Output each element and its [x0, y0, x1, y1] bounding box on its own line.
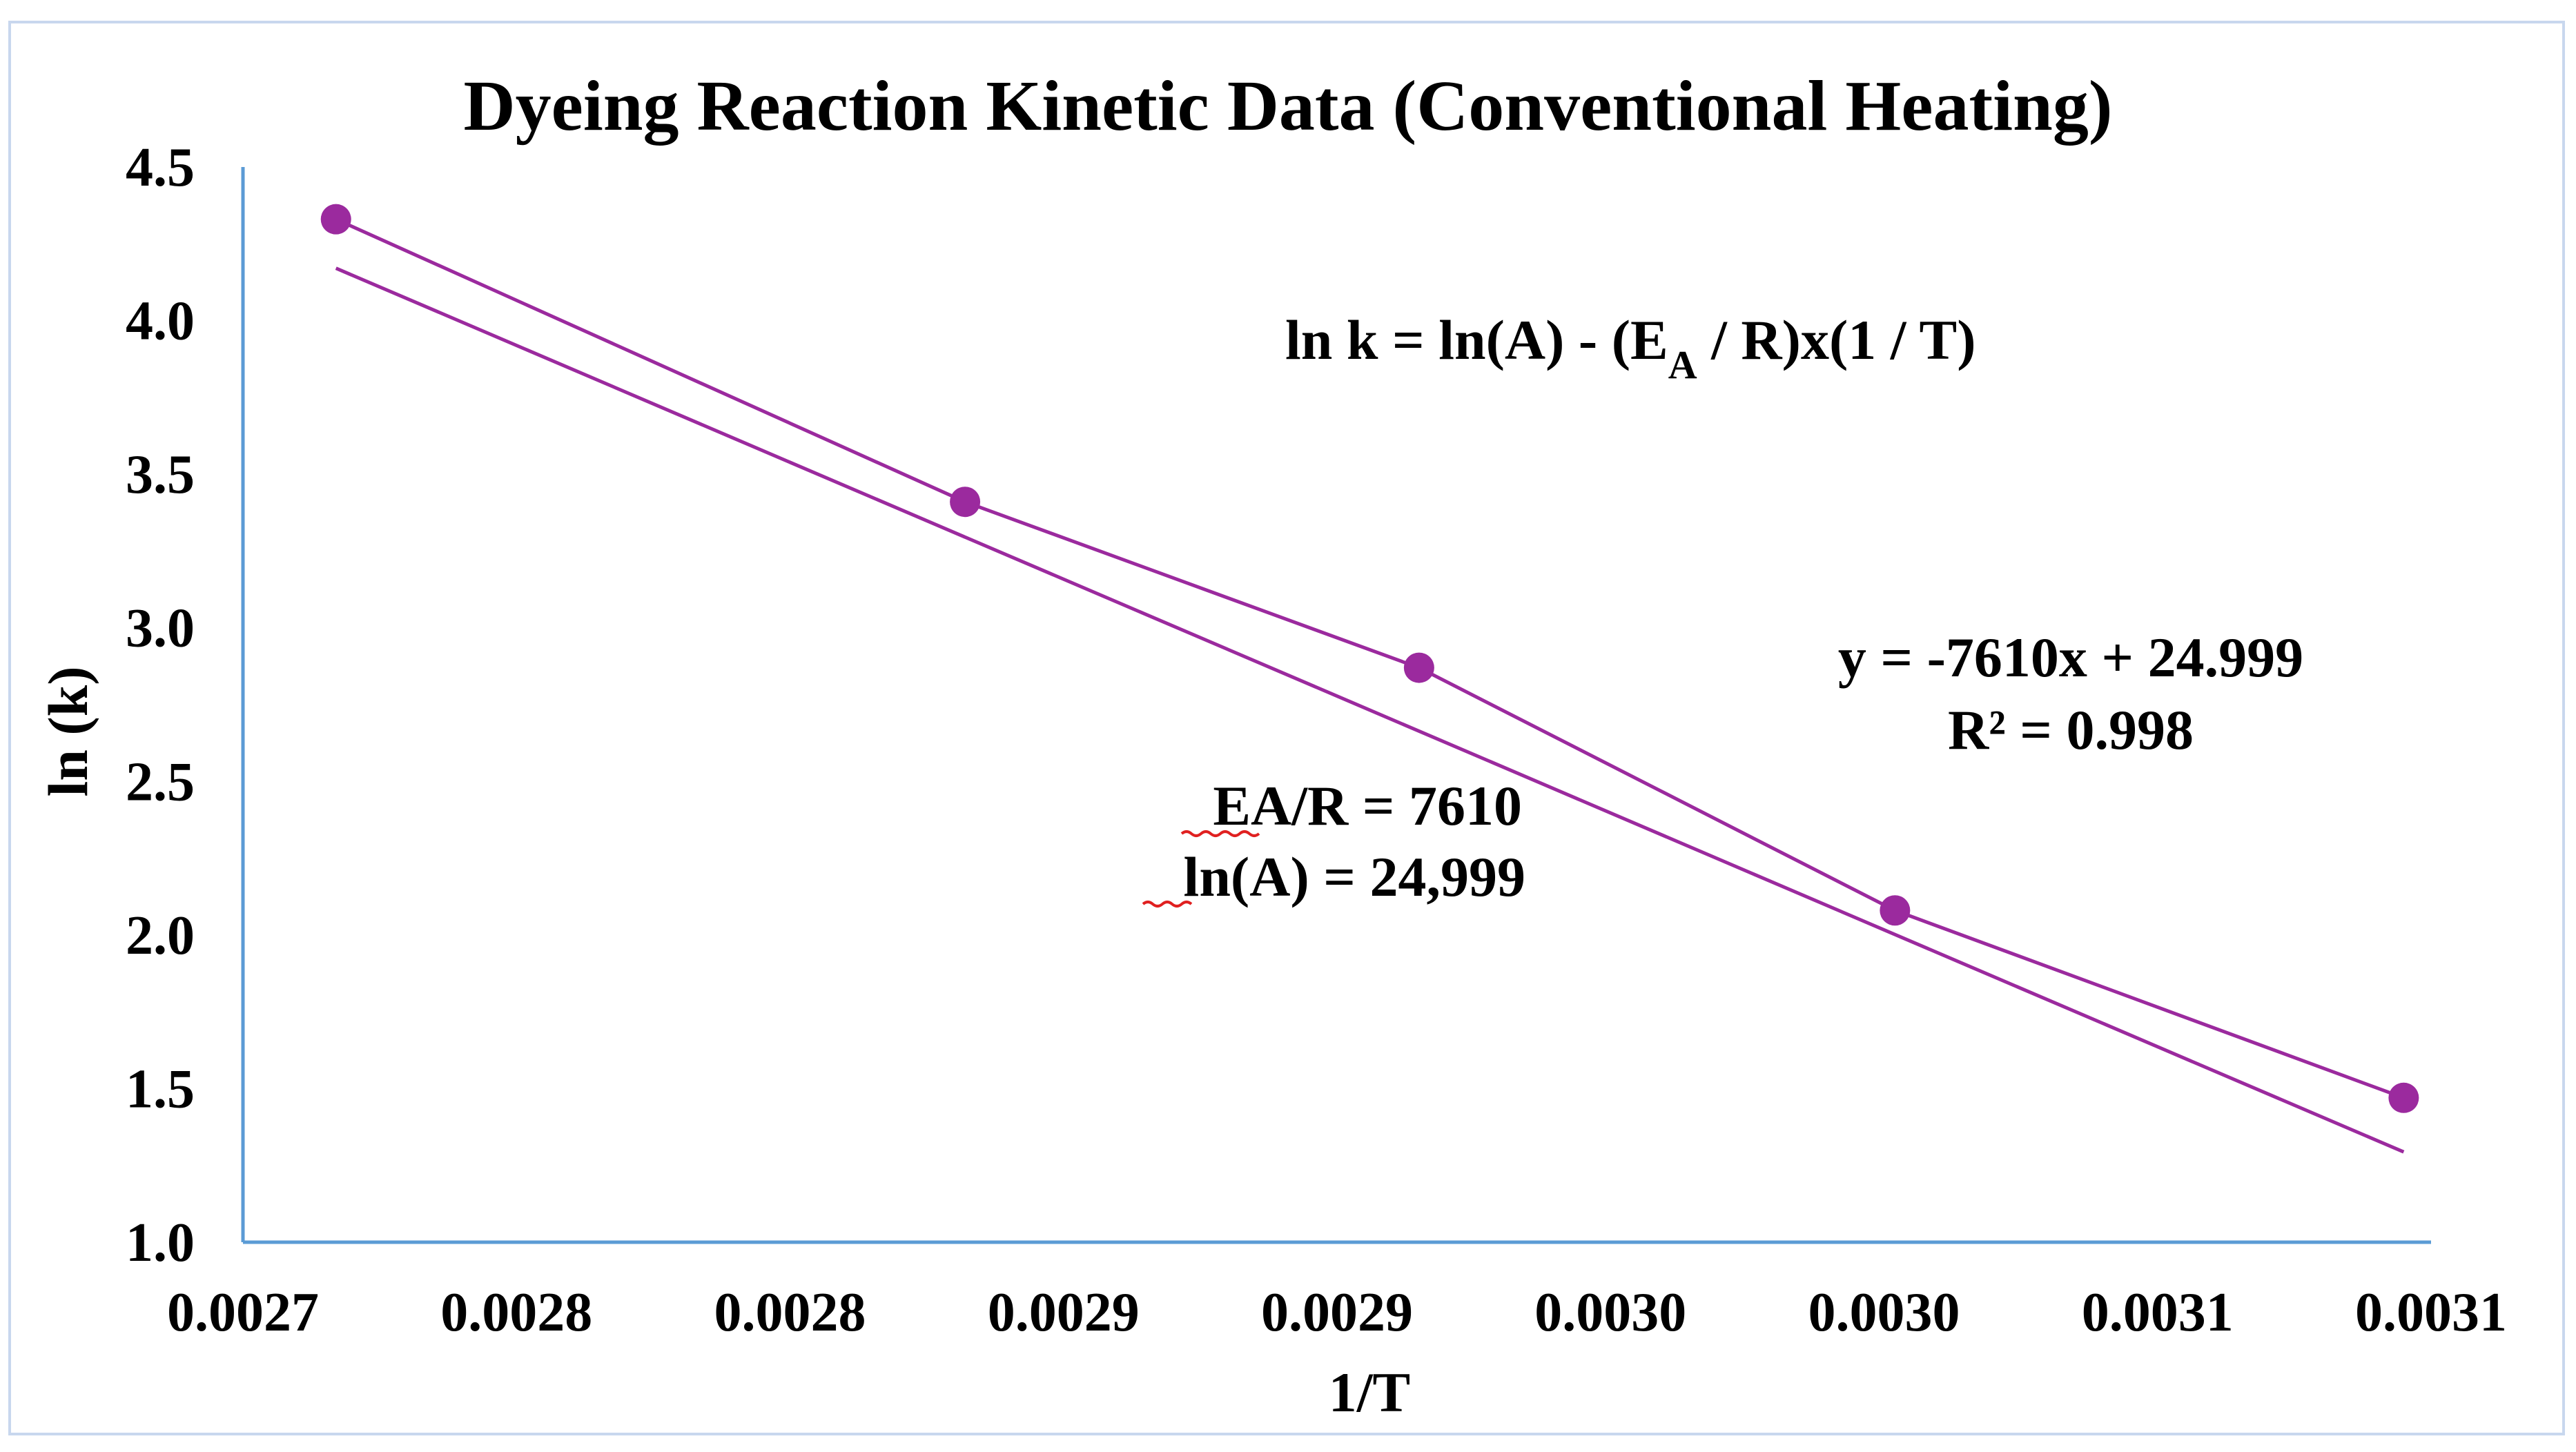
data-point — [320, 204, 351, 235]
x-tick-label: 0.0031 — [2082, 1282, 2234, 1343]
x-tick-label: 0.0031 — [2355, 1282, 2507, 1343]
y-tick-label: 3.0 — [126, 598, 195, 659]
formula-main-text: ln k = ln(A) - (E — [1285, 308, 1668, 371]
tick-labels: 0.0027 0.0028 0.0028 0.0029 0.0029 0.0030 0.00… — [126, 137, 2507, 1343]
trendline-layer — [335, 266, 2405, 1154]
trendline-r-squared: R² = 0.998 — [1948, 698, 2194, 761]
x-tick-label: 0.0029 — [988, 1282, 1140, 1343]
trendline — [335, 266, 2405, 1154]
x-axis-title: 1/T — [1329, 1361, 1410, 1424]
y-tick-label: 4.5 — [126, 137, 195, 198]
x-tick-label: 0.0030 — [1534, 1282, 1686, 1343]
axes-layer — [241, 167, 2431, 1244]
formula-annotation: ln k = ln(A) - (EA / R)x(1 / T) — [1285, 308, 1976, 387]
y-axis-title: ln (k) — [37, 666, 99, 796]
data-point — [2388, 1082, 2419, 1113]
x-tick-label: 0.0028 — [714, 1282, 866, 1343]
spellcheck-underline-ea — [1180, 830, 1260, 837]
spellcheck-underline-ln — [1142, 901, 1193, 908]
y-tick-label: 1.0 — [126, 1213, 195, 1273]
y-tick-label: 2.5 — [126, 752, 195, 812]
activation-energy-label: EA/R = 7610 — [1213, 774, 1522, 837]
pre-exponential-label: ln(A) = 24,999 — [1184, 845, 1525, 908]
data-point — [950, 487, 981, 518]
trendline-equation: y = -7610x + 24.999 — [1838, 626, 2303, 689]
data-point — [1403, 652, 1434, 683]
y-tick-label: 1.5 — [126, 1059, 195, 1119]
formula-subscript: A — [1668, 342, 1697, 387]
y-tick-label: 3.5 — [126, 444, 195, 505]
y-tick-label: 2.0 — [126, 905, 195, 966]
x-tick-label: 0.0028 — [440, 1282, 592, 1343]
x-tick-label: 0.0030 — [1808, 1282, 1960, 1343]
y-tick-label: 4.0 — [126, 291, 195, 352]
chart-title: Dyeing Reaction Kinetic Data (Convention… — [464, 66, 2113, 146]
x-tick-label: 0.0027 — [167, 1282, 319, 1343]
data-point — [1880, 895, 1911, 926]
x-tick-label: 0.0029 — [1261, 1282, 1413, 1343]
data-points — [320, 204, 2419, 1113]
formula-tail-text: / R)x(1 / T) — [1697, 308, 1976, 371]
